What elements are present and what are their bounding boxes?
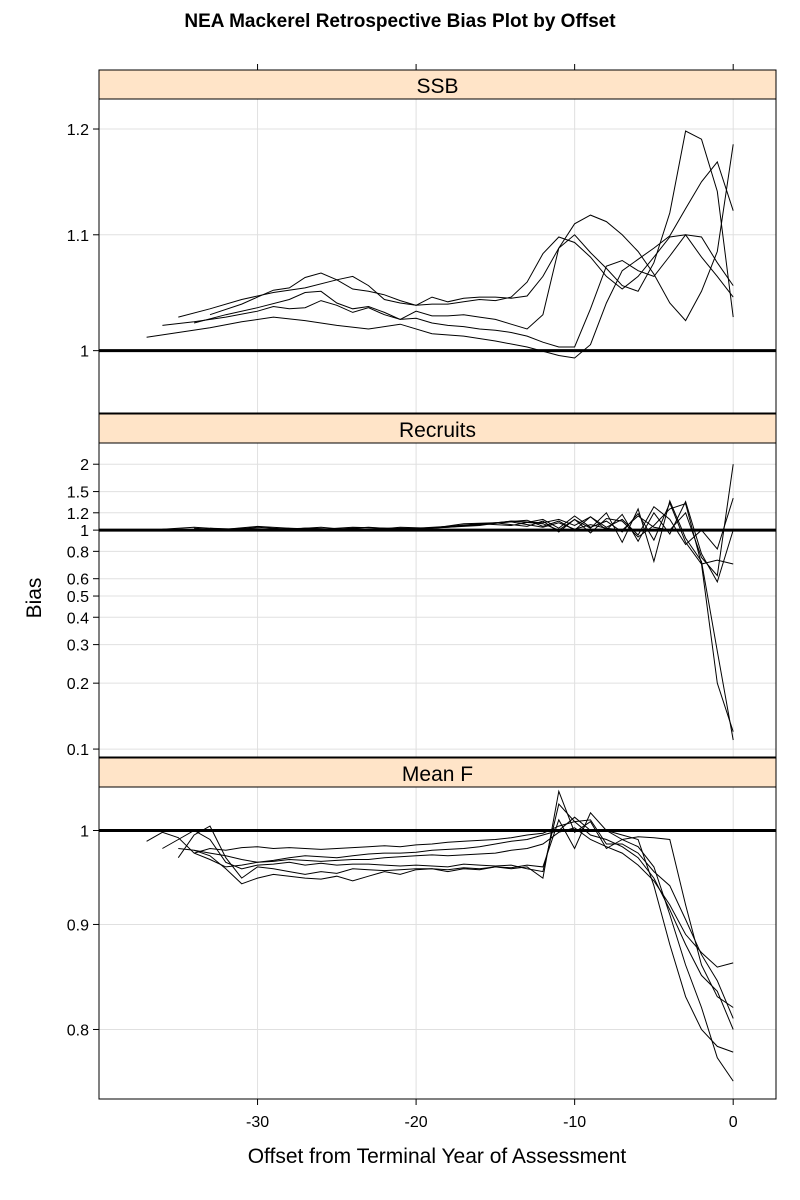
x-tick-label: -30	[246, 1114, 269, 1131]
series-line-recruits-4	[225, 499, 734, 741]
panel-ssb: 1 1.1 1.2 SSB	[67, 69, 777, 414]
series-line-ssb-3	[178, 234, 734, 318]
series-line-mean-f-3	[177, 811, 734, 1053]
series-line-recruits-3	[209, 500, 734, 584]
strip-label: Recruits	[399, 419, 476, 442]
y-tick-label: 0.8	[67, 1022, 89, 1039]
y-tick-label: 1.2	[67, 506, 89, 523]
x-tick-label: -20	[405, 1114, 428, 1131]
series-line-ssb-4	[193, 130, 734, 330]
y-tick-label: 0.6	[67, 572, 89, 589]
chart-title: NEA Mackerel Retrospective Bias Plot by …	[184, 11, 616, 32]
strip-label: Mean F	[402, 763, 473, 786]
y-tick-label: 0.4	[67, 610, 89, 627]
panel-recruits: 0.1 0.2 0.3 0.4 0.50.6 0.8 11.2 1.5 2 Recruits	[67, 413, 777, 759]
series-line-ssb-2	[162, 234, 734, 348]
y-tick-label: 0.3	[67, 638, 89, 655]
y-tick-label: 0.2	[67, 676, 89, 693]
y-axis-label: Bias	[23, 578, 46, 619]
panel-mean-f: 0.8 0.9 1 Mean F	[67, 757, 777, 1100]
x-tick-label: 0	[729, 1114, 738, 1131]
series-line-ssb-5	[209, 144, 734, 322]
x-tick-label: -10	[563, 1114, 586, 1131]
series-line-mean-f-1	[146, 827, 734, 968]
x-axis: -30 -20 -10 0	[246, 64, 738, 1131]
y-tick-label: 2	[80, 457, 89, 474]
series-line-mean-f-4	[193, 789, 734, 1082]
y-tick-label: 1.1	[67, 228, 89, 245]
y-tick-label: 1	[80, 824, 89, 841]
y-tick-label: 1.2	[67, 122, 89, 139]
series-line-mean-f-5	[178, 816, 734, 1008]
y-tick-label: 1.5	[67, 485, 89, 502]
strip-label: SSB	[416, 75, 458, 98]
x-axis-label: Offset from Terminal Year of Assessment	[248, 1145, 627, 1168]
y-tick-label: 1	[80, 344, 89, 361]
panel-frame	[98, 98, 777, 414]
y-tick-label: 1	[80, 523, 89, 540]
y-tick-label: 0.1	[67, 742, 89, 759]
y-tick-label: 0.8	[67, 544, 89, 561]
series-line-mean-f-2	[162, 803, 734, 1030]
series-line-ssb-1	[146, 160, 734, 359]
panel-frame	[98, 786, 777, 1100]
panels: 11.11.2SSB0.10.20.30.40.50.60.811.21.52R…	[67, 69, 777, 1100]
series-line-mean-f-6	[193, 819, 734, 1019]
y-tick-label: 0.5	[67, 589, 89, 606]
strip-mean-f	[98, 757, 777, 788]
panel-frame	[98, 442, 777, 758]
y-tick-label: 0.9	[67, 917, 89, 934]
series-line-recruits-6	[257, 464, 734, 577]
strip-recruits	[98, 413, 777, 444]
strip-ssb	[98, 69, 777, 100]
